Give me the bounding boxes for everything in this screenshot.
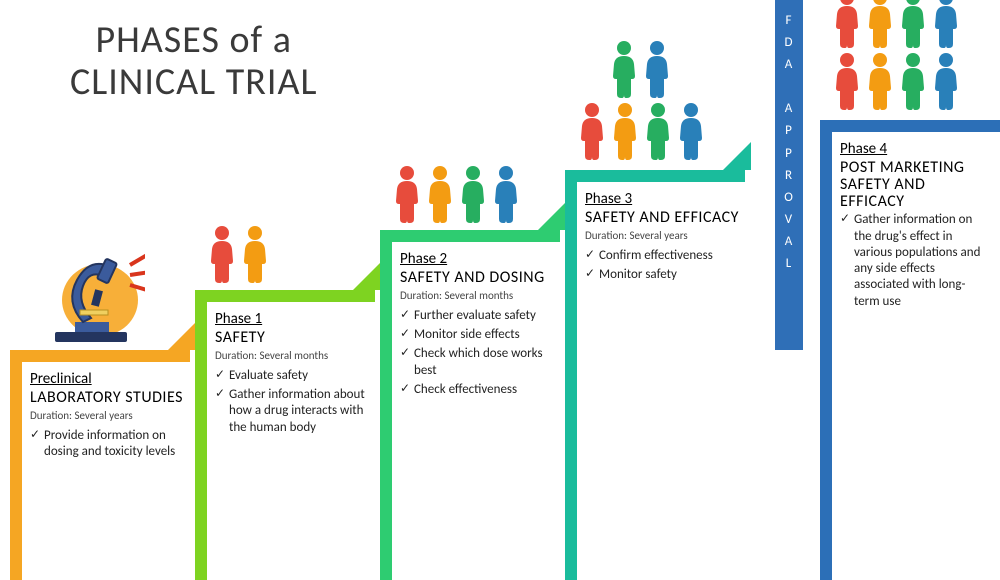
phase-bullet: Further evaluate safety [400, 308, 560, 324]
person-icon [832, 52, 862, 110]
step-triangle-preclinical [168, 322, 196, 350]
phase-duration: Duration: Several months [215, 349, 375, 362]
person-icon [392, 165, 422, 223]
phase-duration: Duration: Several months [400, 289, 560, 302]
person-icon [931, 0, 961, 48]
phase-heading: POST MARKETING SAFETY AND EFFICACY [840, 160, 990, 210]
people-row-phase2-0 [392, 165, 521, 223]
phase-label: Phase 3 [585, 190, 745, 208]
phase-duration: Duration: Several years [30, 409, 190, 422]
person-icon [577, 102, 607, 160]
person-icon [643, 102, 673, 160]
title-line2: CLINICAL TRIAL [70, 59, 317, 105]
step-triangle-phase2 [538, 202, 566, 230]
step-bracket-vertical-phase2 [380, 230, 392, 580]
phase-heading: SAFETY AND EFFICACY [585, 210, 745, 227]
step-bracket-horizontal-phase2 [380, 230, 560, 242]
people-row-phase3-1 [577, 102, 706, 160]
person-icon [676, 102, 706, 160]
person-icon [609, 40, 639, 98]
person-icon [240, 225, 270, 283]
phase-label: Phase 2 [400, 250, 560, 268]
person-icon [642, 40, 672, 98]
phase-label: Phase 1 [215, 310, 375, 328]
step-bracket-vertical-phase1 [195, 290, 207, 580]
phase-block-phase4: Phase 4 POST MARKETING SAFETY AND EFFICAC… [840, 140, 990, 313]
person-icon [610, 102, 640, 160]
step-bracket-horizontal-phase4 [820, 120, 1000, 132]
phase-duration: Duration: Several years [585, 229, 745, 242]
person-icon [425, 165, 455, 223]
phase-bullet: Check effectiveness [400, 382, 560, 398]
microscope-icon [35, 240, 145, 355]
step-bracket-vertical-preclinical [10, 350, 22, 580]
people-row-phase4-0 [832, 0, 961, 48]
phase-block-phase2: Phase 2 SAFETY AND DOSING Duration: Severa… [400, 250, 560, 401]
phase-block-phase1: Phase 1 SAFETY Duration: Several months Eva… [215, 310, 375, 439]
step-bracket-horizontal-phase1 [195, 290, 375, 302]
step-triangle-phase1 [353, 262, 381, 290]
person-icon [898, 52, 928, 110]
phase-block-preclinical: Preclinical LABORATORY STUDIES Duration: S… [30, 370, 190, 463]
phase-heading: LABORATORY STUDIES [30, 390, 190, 407]
phase-bullet: Check which dose works best [400, 346, 560, 379]
phase-bullet: Monitor safety [585, 267, 745, 283]
person-icon [207, 225, 237, 283]
phase-bullet: Gather information about how a drug inte… [215, 387, 375, 436]
step-bracket-horizontal-phase3 [565, 170, 745, 182]
person-icon [931, 52, 961, 110]
phase-bullet: Monitor side effects [400, 327, 560, 343]
title-line1: PHASES of a [96, 17, 292, 63]
person-icon [491, 165, 521, 223]
step-triangle-phase3 [723, 142, 751, 170]
phase-block-phase3: Phase 3 SAFETY AND EFFICACY Duration: Seve… [585, 190, 745, 286]
person-icon [832, 0, 862, 48]
people-row-phase3-0 [609, 40, 672, 98]
fda-approval-bar: FDA APPROVAL [775, 0, 803, 350]
phase-bullet: Confirm effectiveness [585, 248, 745, 264]
person-icon [865, 52, 895, 110]
person-icon [865, 0, 895, 48]
step-bracket-vertical-phase4 [820, 120, 832, 580]
person-icon [458, 165, 488, 223]
main-title: PHASES of a CLINICAL TRIAL [70, 20, 317, 104]
phase-heading: SAFETY [215, 330, 375, 347]
step-bracket-horizontal-preclinical [10, 350, 190, 362]
phase-heading: SAFETY AND DOSING [400, 270, 560, 287]
step-bracket-vertical-phase3 [565, 170, 577, 580]
phase-label: Preclinical [30, 370, 190, 388]
people-row-phase1-0 [207, 225, 270, 283]
person-icon [898, 0, 928, 48]
people-row-phase4-1 [832, 52, 961, 110]
phase-bullet: Evaluate safety [215, 368, 375, 384]
phase-bullet: Gather information on the drug's effect … [840, 212, 990, 310]
phase-bullet: Provide information on dosing and toxici… [30, 428, 190, 461]
phase-label: Phase 4 [840, 140, 990, 158]
